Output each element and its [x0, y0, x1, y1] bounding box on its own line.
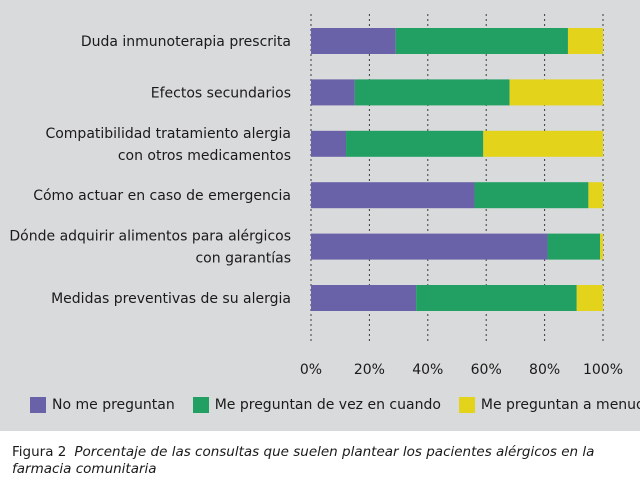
category-label: con garantías	[195, 251, 291, 267]
x-tick-label: 20%	[354, 362, 385, 378]
category-label: Compatibilidad tratamiento alergia	[45, 126, 291, 142]
bar-segment	[509, 79, 603, 106]
x-tick-label: 60%	[471, 362, 502, 378]
category-label: Efectos secundarios	[151, 85, 291, 101]
bar-segment	[311, 182, 475, 209]
figure-caption: Figura 2 Porcentaje de las consultas que …	[12, 444, 612, 478]
bar-segment	[395, 28, 568, 54]
bar-segment	[576, 285, 603, 311]
bar-segment	[346, 130, 484, 157]
bar-segment	[311, 130, 347, 157]
bar-segment	[311, 233, 548, 260]
x-tick-label: 100%	[583, 362, 623, 378]
legend-swatch	[458, 397, 475, 413]
caption-label: Figura 2	[12, 444, 67, 460]
x-tick-label: 0%	[300, 362, 322, 378]
category-label: con otros medicamentos	[118, 148, 291, 164]
legend-swatch	[30, 397, 46, 413]
bar-segment	[588, 182, 603, 209]
legend-label: No me preguntan	[52, 397, 175, 413]
category-label: Duda inmunoterapia prescrita	[81, 34, 291, 50]
stacked-bar-chart: Duda inmunoterapia prescrita Efectos secu…	[9, 14, 623, 378]
bar-segment	[311, 285, 417, 311]
legend-item-de-vez-en-cuando: Me preguntan de vez en cuando	[192, 397, 441, 413]
legend-item-a-menudo: Me preguntan a menudo	[458, 397, 640, 413]
bar-segment	[547, 233, 601, 260]
category-label: Medidas preventivas de su alergia	[51, 291, 291, 307]
chart-panel: Duda inmunoterapia prescrita Efectos secu…	[0, 0, 640, 431]
legend-label: Me preguntan a menudo	[480, 397, 640, 413]
x-tick-label: 40%	[412, 362, 443, 378]
bar-segment	[311, 79, 355, 106]
bar-segment	[354, 79, 510, 106]
bar-segment	[311, 28, 396, 54]
bar-segment	[600, 233, 603, 260]
x-tick-label: 80%	[529, 362, 560, 378]
legend-swatch	[192, 397, 209, 413]
caption-text: Porcentaje de las consultas que suelen p…	[12, 444, 595, 477]
legend-item-no-me-preguntan: No me preguntan	[30, 397, 175, 413]
bar-segment	[483, 130, 603, 157]
bar-segment	[474, 182, 589, 209]
category-label: Dónde adquirir alimentos para alérgicos	[9, 229, 291, 245]
category-label: Cómo actuar en caso de emergencia	[33, 188, 291, 204]
bar-segment	[567, 28, 603, 54]
legend-label: Me preguntan de vez en cuando	[214, 397, 441, 413]
bar-segment	[416, 285, 577, 311]
legend: No me preguntan Me preguntan de vez en c…	[30, 396, 640, 414]
